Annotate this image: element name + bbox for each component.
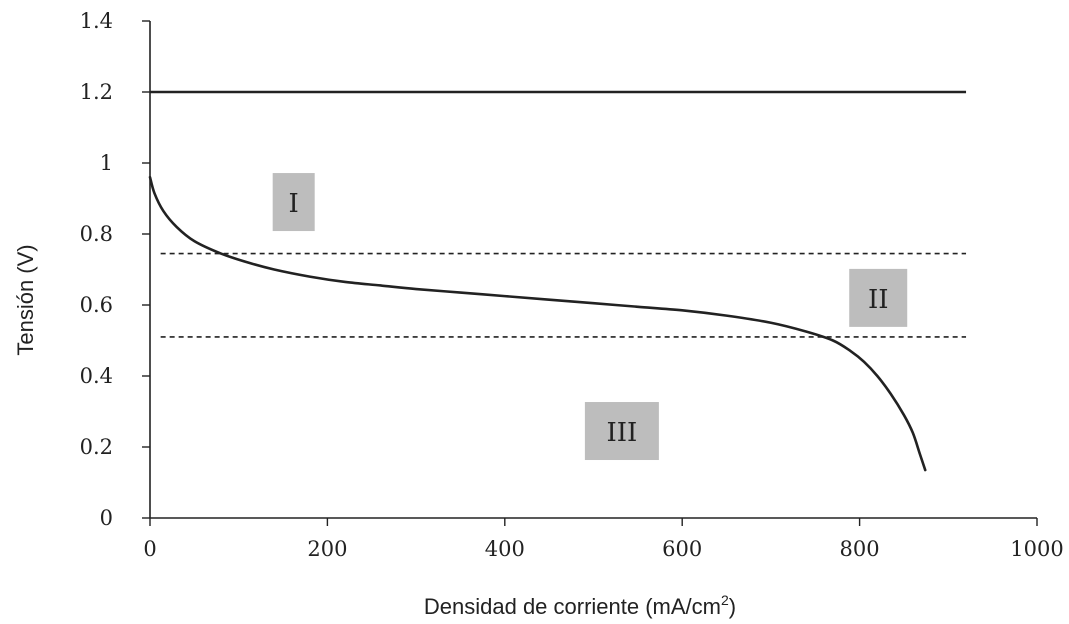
tick-labels: 0 200 400 600 800 1000 0 0.2 0.4 0.6 0.8 1 1.2 1.4: [80, 9, 1064, 561]
region-label-box: [272, 173, 315, 232]
y-tick-label: 0.2: [80, 435, 113, 459]
region-label-box: [584, 402, 659, 461]
axes: [142, 20, 1038, 526]
region-label-3: III: [584, 402, 659, 461]
x-axis-title-superscript: 2: [721, 592, 729, 608]
y-tick-label: 0: [100, 506, 113, 530]
x-tick-label: 800: [840, 537, 880, 561]
x-tick-label: 600: [662, 537, 702, 561]
region-label-text: I: [289, 189, 299, 219]
x-tick-label: 0: [143, 537, 156, 561]
y-tick-label: 1.4: [80, 9, 113, 33]
x-axis-title-main: Densidad de corriente (mA/cm: [424, 594, 721, 619]
y-tick-label: 1.2: [80, 80, 113, 104]
region-label-1: I: [272, 173, 315, 232]
region-label-text: III: [606, 418, 637, 448]
y-tick-label: 0.4: [80, 364, 113, 388]
reference-lines: [150, 90, 967, 338]
y-axis-title: Tensión (V): [13, 244, 38, 355]
x-axis-title: Densidad de corriente (mA/cm2): [424, 592, 736, 619]
x-tick-label: 200: [307, 537, 347, 561]
region-label-box: [849, 268, 908, 327]
y-tick-label: 1: [100, 151, 113, 175]
x-tick-label: 400: [485, 537, 525, 561]
x-axis-title-suffix: ): [729, 594, 736, 619]
curve-layer: [148, 175, 927, 472]
x-tick-label: 1000: [1010, 537, 1063, 561]
polarization-curve: [148, 175, 927, 472]
y-tick-label: 0.6: [80, 293, 113, 317]
region-label-2: II: [849, 268, 908, 327]
y-tick-label: 0.8: [80, 222, 113, 246]
region-label-text: II: [868, 285, 889, 315]
